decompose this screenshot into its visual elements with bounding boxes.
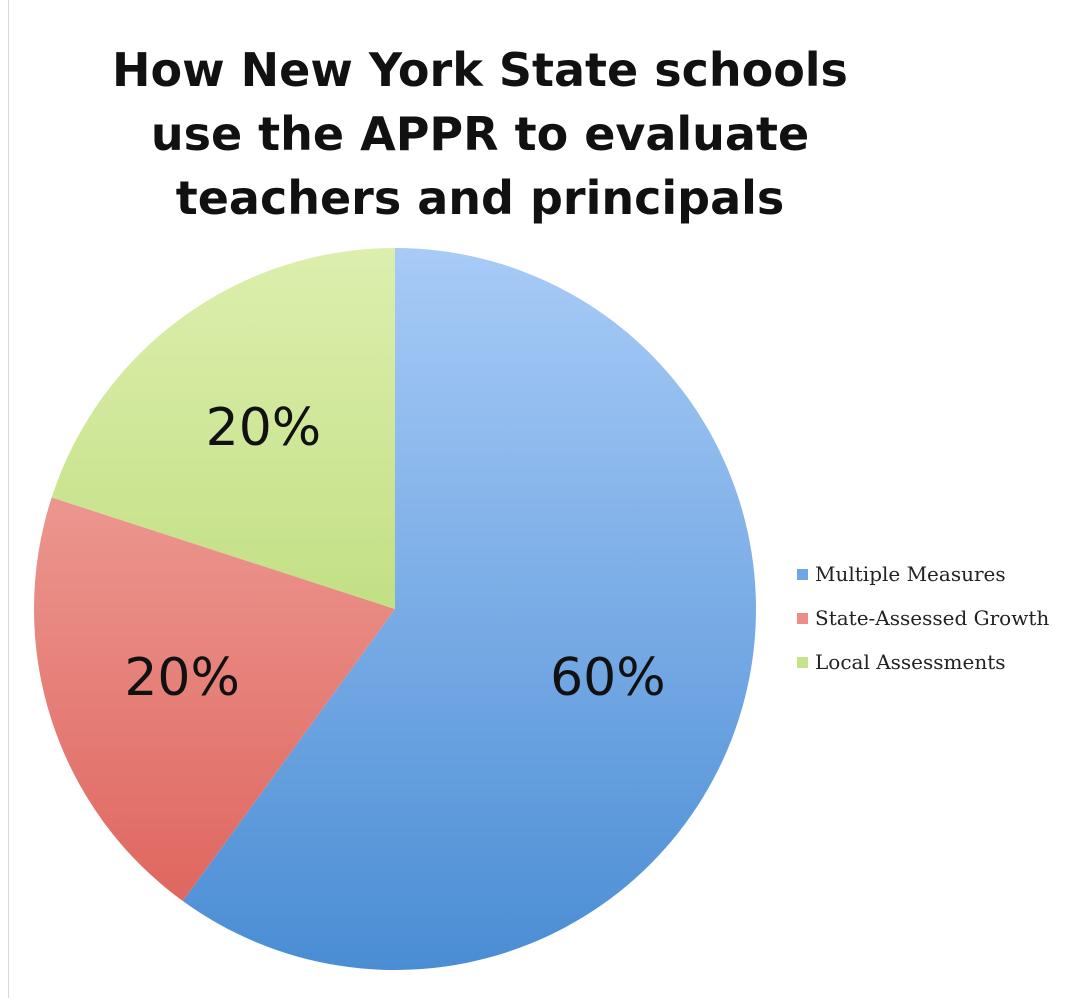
pie-slice-local-assessments	[51, 248, 395, 609]
chart-legend: Multiple Measures State-Assessed Growth Lo…	[797, 552, 1049, 684]
chart-title: How New York State schools use the APPR …	[112, 43, 848, 225]
slice-value-label: 20%	[206, 398, 322, 458]
legend-swatch	[797, 612, 808, 624]
legend-swatch	[797, 656, 808, 668]
legend-item: Local Assessments	[797, 640, 1049, 684]
slice-value-label: 20%	[124, 648, 240, 708]
pie-slices	[33, 248, 757, 970]
legend-label: State-Assessed Growth	[815, 606, 1050, 630]
pie-labels: 60% 20% 20%	[124, 398, 665, 708]
slice-value-label: 60%	[550, 648, 666, 708]
legend-label: Multiple Measures	[815, 562, 1006, 586]
legend-item: State-Assessed Growth	[797, 596, 1049, 640]
legend-item: Multiple Measures	[797, 552, 1049, 596]
pie-slice-multiple-measures	[182, 248, 757, 970]
frame-border	[8, 0, 9, 998]
pie-slice-state-assessed-growth	[33, 497, 395, 902]
legend-label: Local Assessments	[815, 650, 1006, 674]
legend-swatch	[797, 568, 808, 580]
